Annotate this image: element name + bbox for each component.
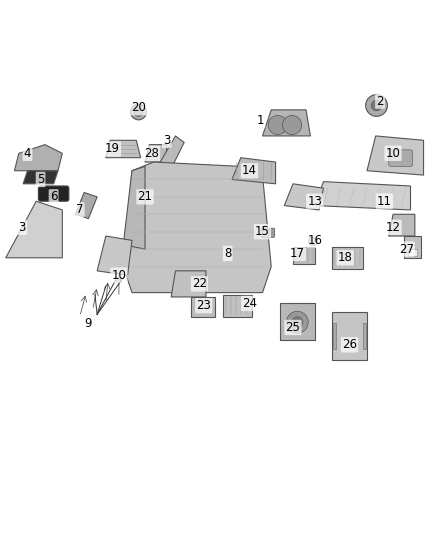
Circle shape [286, 311, 308, 333]
PathPatch shape [6, 201, 62, 258]
PathPatch shape [332, 312, 367, 360]
Text: 10: 10 [385, 147, 400, 160]
PathPatch shape [123, 166, 145, 249]
PathPatch shape [389, 214, 415, 236]
Text: 17: 17 [290, 247, 305, 260]
Text: 27: 27 [399, 243, 413, 256]
PathPatch shape [145, 144, 167, 162]
Text: 3: 3 [18, 221, 26, 234]
Text: 7: 7 [76, 204, 84, 216]
PathPatch shape [364, 323, 366, 349]
Circle shape [366, 94, 388, 116]
Circle shape [292, 317, 303, 328]
PathPatch shape [315, 182, 410, 210]
PathPatch shape [284, 184, 323, 210]
PathPatch shape [404, 236, 421, 258]
Text: 19: 19 [105, 142, 120, 156]
Text: 24: 24 [242, 297, 257, 310]
Text: 11: 11 [377, 195, 392, 208]
PathPatch shape [23, 171, 58, 184]
Text: 3: 3 [163, 134, 170, 147]
PathPatch shape [408, 249, 417, 256]
FancyBboxPatch shape [261, 228, 275, 237]
PathPatch shape [333, 323, 336, 349]
PathPatch shape [160, 136, 184, 168]
PathPatch shape [171, 271, 206, 297]
Text: 21: 21 [138, 190, 152, 204]
Text: 13: 13 [307, 195, 322, 208]
PathPatch shape [123, 162, 271, 293]
Text: 4: 4 [24, 147, 31, 160]
Text: 28: 28 [144, 147, 159, 160]
Circle shape [371, 100, 382, 111]
Text: 6: 6 [50, 190, 57, 204]
PathPatch shape [367, 136, 424, 175]
Text: 15: 15 [255, 225, 270, 238]
Text: 10: 10 [111, 269, 126, 282]
PathPatch shape [97, 236, 132, 275]
Text: 14: 14 [242, 164, 257, 177]
PathPatch shape [280, 303, 315, 341]
FancyBboxPatch shape [389, 150, 413, 166]
Text: 25: 25 [286, 321, 300, 334]
Text: 20: 20 [131, 101, 146, 114]
Text: 18: 18 [338, 251, 353, 264]
Circle shape [131, 104, 146, 120]
Text: 1: 1 [257, 114, 264, 127]
Circle shape [283, 116, 302, 135]
Text: 26: 26 [342, 338, 357, 351]
FancyBboxPatch shape [39, 186, 69, 201]
PathPatch shape [106, 140, 141, 158]
PathPatch shape [191, 297, 215, 317]
PathPatch shape [262, 110, 311, 136]
PathPatch shape [293, 247, 315, 264]
Text: 22: 22 [192, 277, 207, 290]
Text: 23: 23 [196, 299, 211, 312]
PathPatch shape [14, 144, 62, 171]
Circle shape [134, 108, 143, 116]
Text: 5: 5 [37, 173, 44, 186]
PathPatch shape [332, 247, 363, 269]
Circle shape [309, 237, 318, 246]
Text: 12: 12 [385, 221, 401, 234]
Text: 2: 2 [376, 95, 384, 108]
Circle shape [268, 116, 287, 135]
Text: 16: 16 [307, 234, 322, 247]
PathPatch shape [75, 192, 97, 219]
PathPatch shape [232, 158, 276, 184]
Text: 9: 9 [85, 317, 92, 329]
Text: 8: 8 [224, 247, 231, 260]
PathPatch shape [223, 295, 252, 317]
